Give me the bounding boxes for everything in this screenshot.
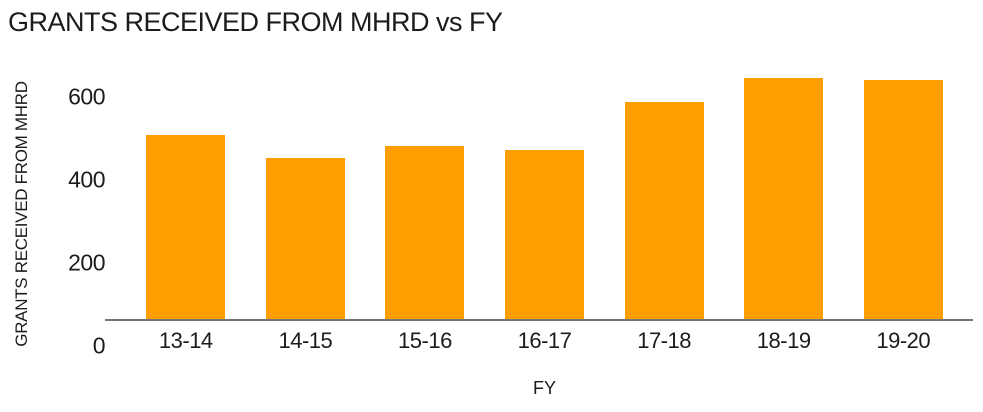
- bar-16-17[interactable]: [505, 149, 585, 319]
- bar-17-18[interactable]: [624, 101, 704, 319]
- y-axis-title: GRANTS RECEIVED FROM MHRD: [12, 81, 31, 347]
- x-tick-label: 15-16: [398, 328, 452, 353]
- bar-13-14[interactable]: [146, 135, 226, 319]
- x-tick-label: 16-17: [517, 328, 572, 353]
- x-axis-title: FY: [532, 378, 556, 398]
- y-tick-label: 600: [68, 83, 105, 110]
- bar-slot: [724, 70, 844, 319]
- x-tick-label: 17-18: [637, 328, 691, 353]
- y-tick-label: 400: [68, 166, 105, 193]
- chart-title: GRANTS RECEIVED FROM MHRD vs FY: [8, 7, 503, 37]
- bar-slot: [604, 70, 724, 319]
- x-tick-label: 14-15: [278, 328, 333, 353]
- plot-area: [126, 70, 963, 319]
- y-tick-label: 0: [92, 332, 106, 359]
- bar-19-20[interactable]: [863, 79, 943, 319]
- bar-18-19[interactable]: [744, 77, 824, 319]
- bar-slot: [485, 70, 605, 319]
- bar-slot: [126, 70, 246, 319]
- y-tick-label: 200: [68, 249, 105, 276]
- bar-slot: [365, 70, 485, 319]
- bar-15-16[interactable]: [385, 145, 465, 319]
- x-tick-label: 19-20: [876, 328, 931, 353]
- x-tick-label: 18-19: [756, 328, 811, 353]
- x-tick-label: 13-14: [158, 328, 213, 353]
- bar-14-15[interactable]: [265, 157, 345, 319]
- x-axis-line: [105, 319, 973, 321]
- bar-slot: [843, 70, 963, 319]
- x-axis-labels: 13-14 14-15 15-16 16-17 17-18 18-19 19-20: [126, 328, 963, 354]
- bar-slot: [246, 70, 366, 319]
